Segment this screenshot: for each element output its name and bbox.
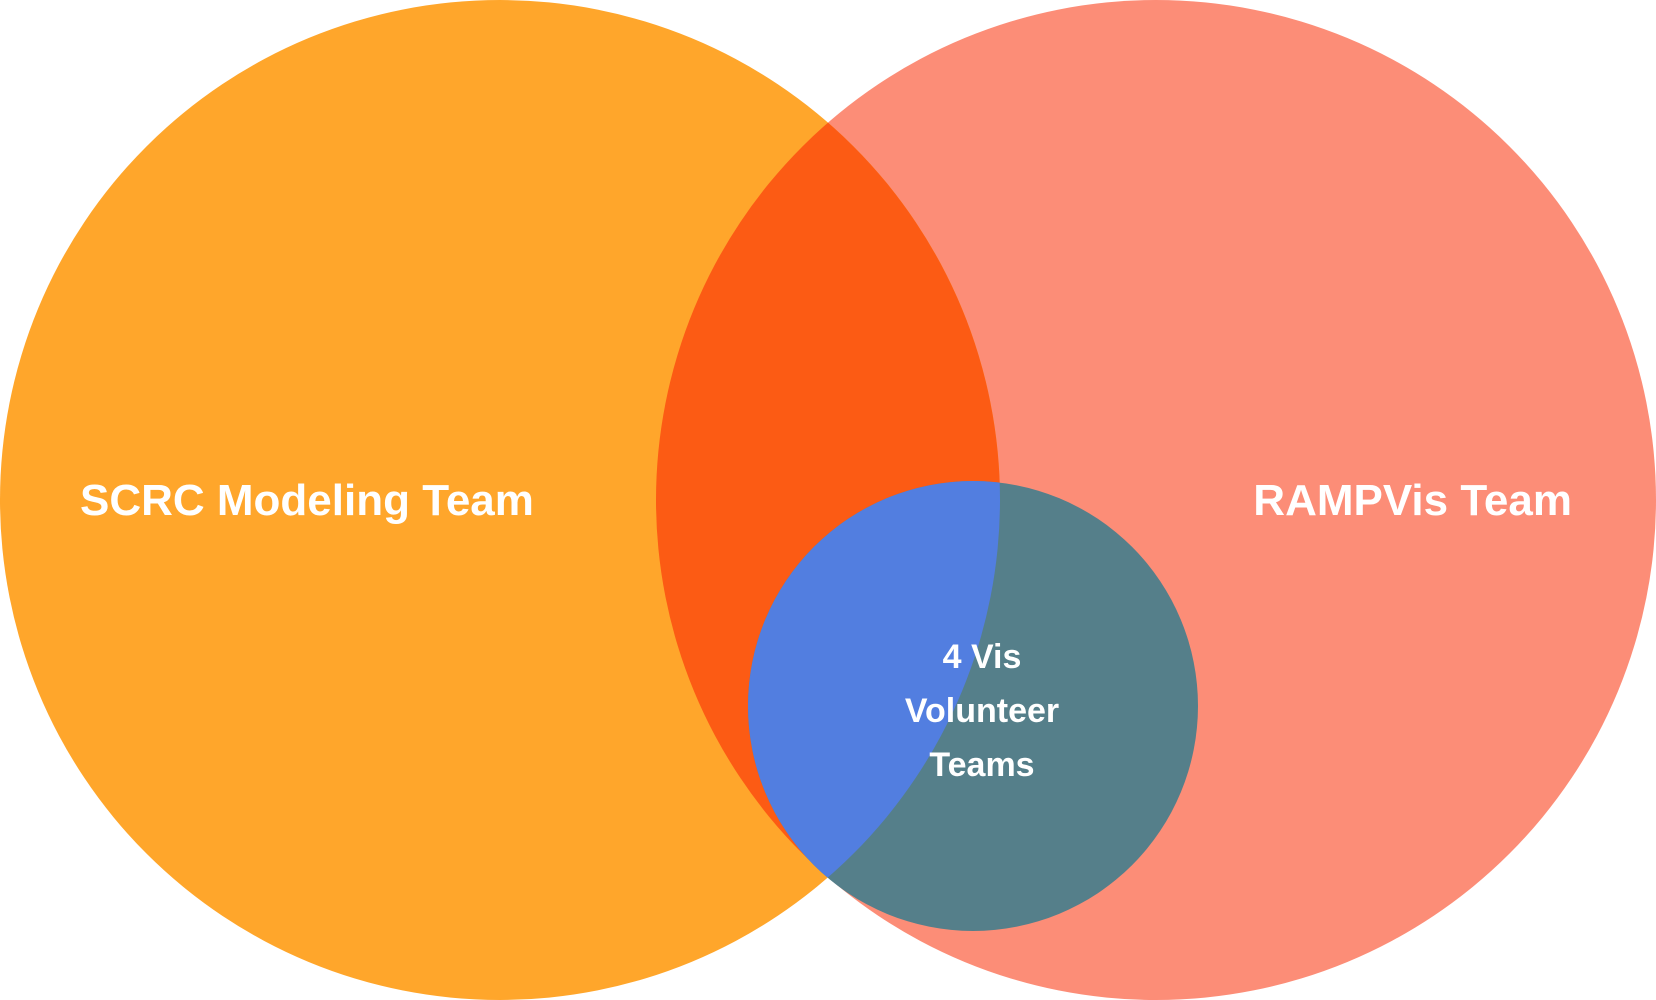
inner-label-line-2: Volunteer <box>905 692 1059 730</box>
scrc-modeling-team-label: SCRC Modeling Team <box>80 476 534 525</box>
rampvis-team-label: RAMPVis Team <box>1253 476 1572 525</box>
inner-label-line-3: Teams <box>929 746 1034 784</box>
inner-label-line-1: 4 Vis <box>943 638 1022 676</box>
